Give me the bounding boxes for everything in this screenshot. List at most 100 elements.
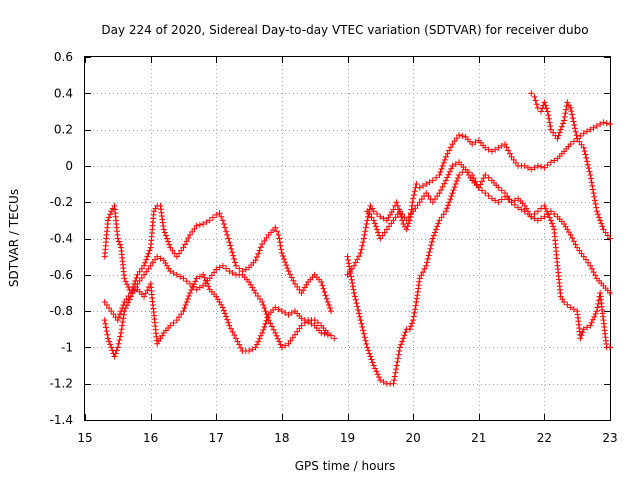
data-point [256,247,263,254]
data-point [593,308,600,315]
data-point [196,221,203,228]
data-point [362,228,369,235]
data-point [597,121,604,128]
data-point [600,226,607,233]
data-point [493,182,500,189]
data-point [270,326,277,333]
data-point [162,232,169,239]
data-point [141,262,148,269]
data-point [448,165,455,172]
data-point [164,235,171,242]
data-point [592,201,599,208]
data-point [438,214,445,221]
series-marks [528,90,613,242]
data-point [354,303,361,310]
data-point [161,229,168,236]
data-point [580,144,587,151]
data-point [202,277,209,284]
data-point [392,369,399,376]
data-point [485,146,492,153]
data-point [518,206,525,213]
data-point [504,193,511,200]
data-point [228,325,235,332]
series-marks [101,253,338,360]
data-point [544,108,551,115]
data-point [228,245,235,252]
data-point [278,344,285,351]
y-tick-label: -0.8 [50,304,73,318]
data-point [263,234,270,241]
data-point [206,217,213,224]
data-point [388,220,395,227]
x-axis-label: GPS time / hours [295,459,396,473]
data-point [544,208,550,215]
data-point [511,197,518,204]
data-point [321,289,328,296]
data-point [283,262,290,269]
data-point [134,271,141,278]
data-point [352,296,359,303]
data-point [211,269,218,276]
data-point [444,150,451,157]
data-point [429,199,436,206]
data-point [351,289,358,296]
data-point [344,253,351,260]
data-point [192,278,199,285]
data-point [572,241,579,248]
data-point [449,141,456,148]
data-point [354,256,361,263]
data-point [584,324,591,331]
data-point [395,355,402,362]
data-point [323,295,330,302]
data-point [447,196,454,203]
data-point [372,365,379,372]
data-point [414,202,421,209]
data-point [556,129,563,136]
data-point [577,132,584,139]
data-point [288,274,295,281]
data-point [374,226,381,233]
data-point [412,306,419,313]
data-point [580,253,587,260]
data-point [301,317,308,324]
data-point [377,377,384,384]
data-point [223,265,230,272]
data-point [249,346,256,353]
data-point [586,168,593,175]
data-point [421,265,428,272]
data-point [360,235,367,242]
data-point [263,317,270,324]
data-point [410,317,417,324]
data-point [261,237,268,244]
data-point [433,174,440,181]
data-point [256,335,263,342]
data-point [373,368,380,375]
data-point [321,330,328,337]
data-point [426,179,433,186]
data-point [231,332,238,339]
data-point [583,154,590,161]
data-point [512,159,519,166]
data-point [180,275,187,282]
data-point [101,299,108,306]
data-point [229,249,236,256]
data-point [419,182,426,189]
data-point [571,121,578,128]
data-point [138,265,145,272]
data-point [150,211,157,218]
data-point [124,281,130,288]
data-point [467,174,474,181]
data-point [542,205,549,212]
data-point [508,199,515,206]
data-point [410,208,417,215]
data-point [440,159,447,166]
data-point [114,317,121,324]
data-point [582,256,589,263]
data-point [397,344,403,351]
data-point [498,142,505,149]
data-point [591,313,598,320]
data-point [570,118,577,125]
data-point [106,214,113,221]
data-point [374,371,381,378]
data-point [138,274,145,281]
